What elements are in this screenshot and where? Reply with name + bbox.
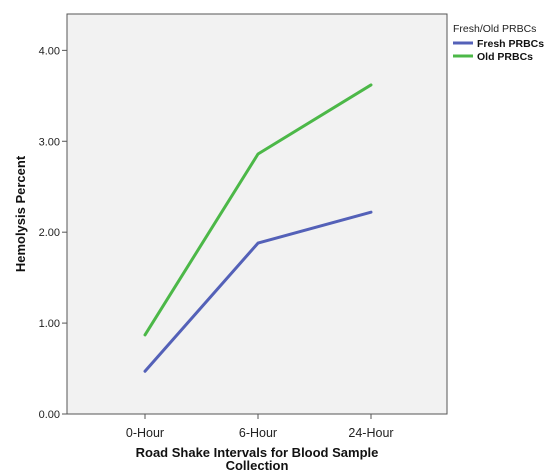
y-tick-label: 1.00 xyxy=(39,318,60,330)
x-tick-label: 0-Hour xyxy=(126,426,164,440)
plot-area xyxy=(66,13,448,415)
series-line-fresh-prbcs xyxy=(143,210,373,373)
x-tick-label: 6-Hour xyxy=(239,426,277,440)
y-axis: 0.00 1.00 2.00 3.00 4.00 xyxy=(39,45,67,421)
legend-label: Old PRBCs xyxy=(477,51,533,63)
y-tick-label: 4.00 xyxy=(39,45,60,57)
series-line-old-prbcs xyxy=(143,83,373,337)
legend-label: Fresh PRBCs xyxy=(477,38,544,50)
legend-title: Fresh/Old PRBCs xyxy=(453,23,536,35)
x-tick-label: 24-Hour xyxy=(348,426,393,440)
x-axis-title-line-1: Road Shake Intervals for Blood Sample xyxy=(136,445,379,460)
y-tick-label: 2.00 xyxy=(39,227,60,239)
series-group xyxy=(143,83,373,373)
x-axis-title-line-2: Collection xyxy=(226,458,289,473)
y-tick-label: 0.00 xyxy=(39,409,60,421)
y-axis-title: Hemolysis Percent xyxy=(13,155,28,272)
y-tick-label: 3.00 xyxy=(39,136,60,148)
x-axis: 0-Hour 6-Hour 24-Hour xyxy=(126,414,394,440)
